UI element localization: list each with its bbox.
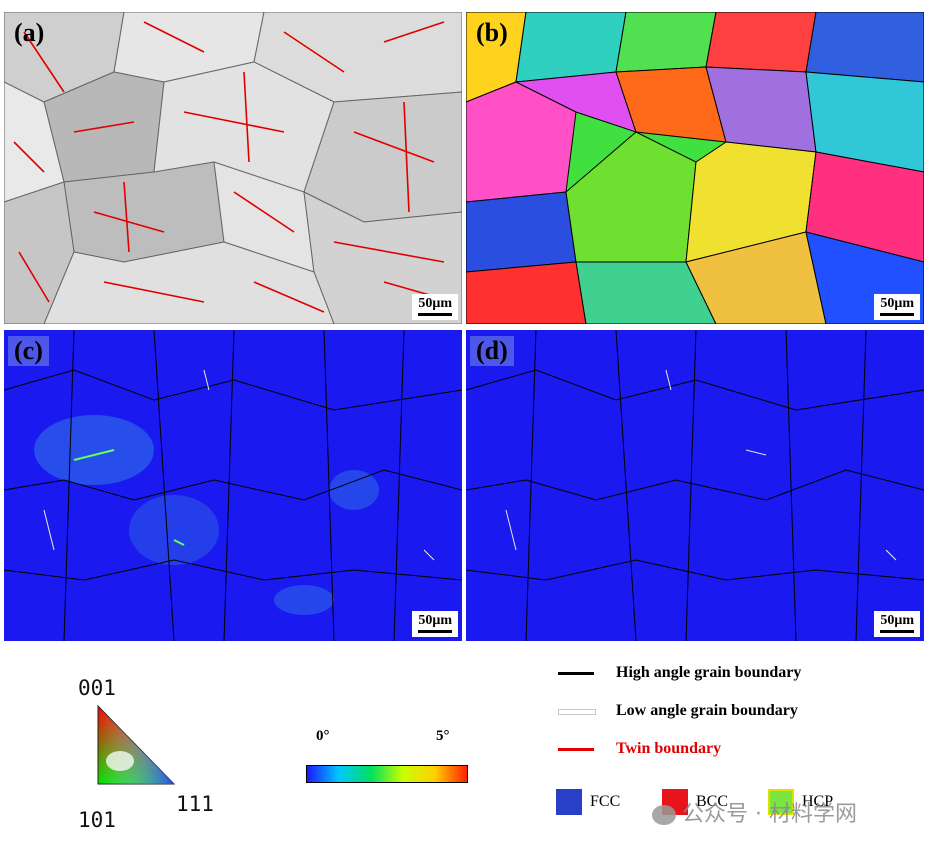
phase-fcc-label: FCC — [590, 793, 621, 810]
kam-image — [4, 330, 462, 641]
panel-d-scale-bar: 50μm — [874, 611, 920, 637]
panel-d-label: (d) — [470, 336, 514, 366]
panel-c-scale-text: 50μm — [418, 613, 452, 628]
twin-line-swatch — [558, 748, 594, 751]
high-angle-line-swatch — [558, 672, 594, 675]
panel-d-phase-map: (d) 50μm — [466, 330, 924, 641]
panel-b-scale-text: 50μm — [880, 296, 914, 311]
band-contrast-image — [4, 12, 462, 324]
legend-high-angle-label: High angle grain boundary — [616, 664, 802, 681]
panel-b-scale-bar: 50μm — [874, 294, 920, 320]
fcc-swatch — [556, 789, 582, 815]
hcp-swatch — [768, 789, 794, 815]
panel-c-scale-bar: 50μm — [412, 611, 458, 637]
panel-a-scale-text: 50μm — [418, 296, 452, 311]
panel-b-ipf-map: (b) 50μm — [466, 12, 924, 324]
ipf-key-001-label: 001 — [78, 676, 116, 700]
scale-line — [880, 313, 914, 316]
panel-b-label: (b) — [476, 18, 508, 47]
watermark-text: 公众号 · 材料学网 — [682, 802, 857, 827]
ipf-key-101-label: 101 — [78, 808, 116, 832]
panel-a-band-contrast-map: (a) 50μm — [4, 12, 462, 324]
panel-a-scale-bar: 50μm — [412, 294, 458, 320]
legend-twin-label: Twin boundary — [616, 740, 722, 757]
legend-low-angle-label: Low angle grain boundary — [616, 702, 798, 719]
ipf-key-111-label: 111 — [176, 792, 214, 816]
panel-c-kam-map: (c) 50μm — [4, 330, 462, 641]
scale-line — [880, 630, 914, 633]
scale-line — [418, 630, 452, 633]
ipf-color-key: 001 101 111 — [70, 676, 230, 836]
colorbar-max-label: 5° — [436, 728, 450, 744]
wechat-icon — [652, 805, 676, 825]
kam-colorbar: 0° 5° — [300, 728, 470, 788]
panel-d-scale-text: 50μm — [880, 613, 914, 628]
panel-a-label: (a) — [14, 18, 45, 47]
panel-c-label: (c) — [8, 336, 49, 366]
colorbar-gradient — [306, 765, 468, 783]
phase-bcc-label: BCC — [696, 793, 729, 810]
watermark: 公众号 · 材料学网 — [652, 796, 857, 828]
phase-hcp-label: HCP — [802, 793, 834, 810]
scale-line — [418, 313, 452, 316]
ipf-orientation-image — [466, 12, 924, 324]
colorbar-min-label: 0° — [316, 728, 330, 744]
phase-image — [466, 330, 924, 641]
low-angle-line-swatch — [558, 709, 596, 715]
ipf-triangle-icon — [97, 704, 176, 785]
